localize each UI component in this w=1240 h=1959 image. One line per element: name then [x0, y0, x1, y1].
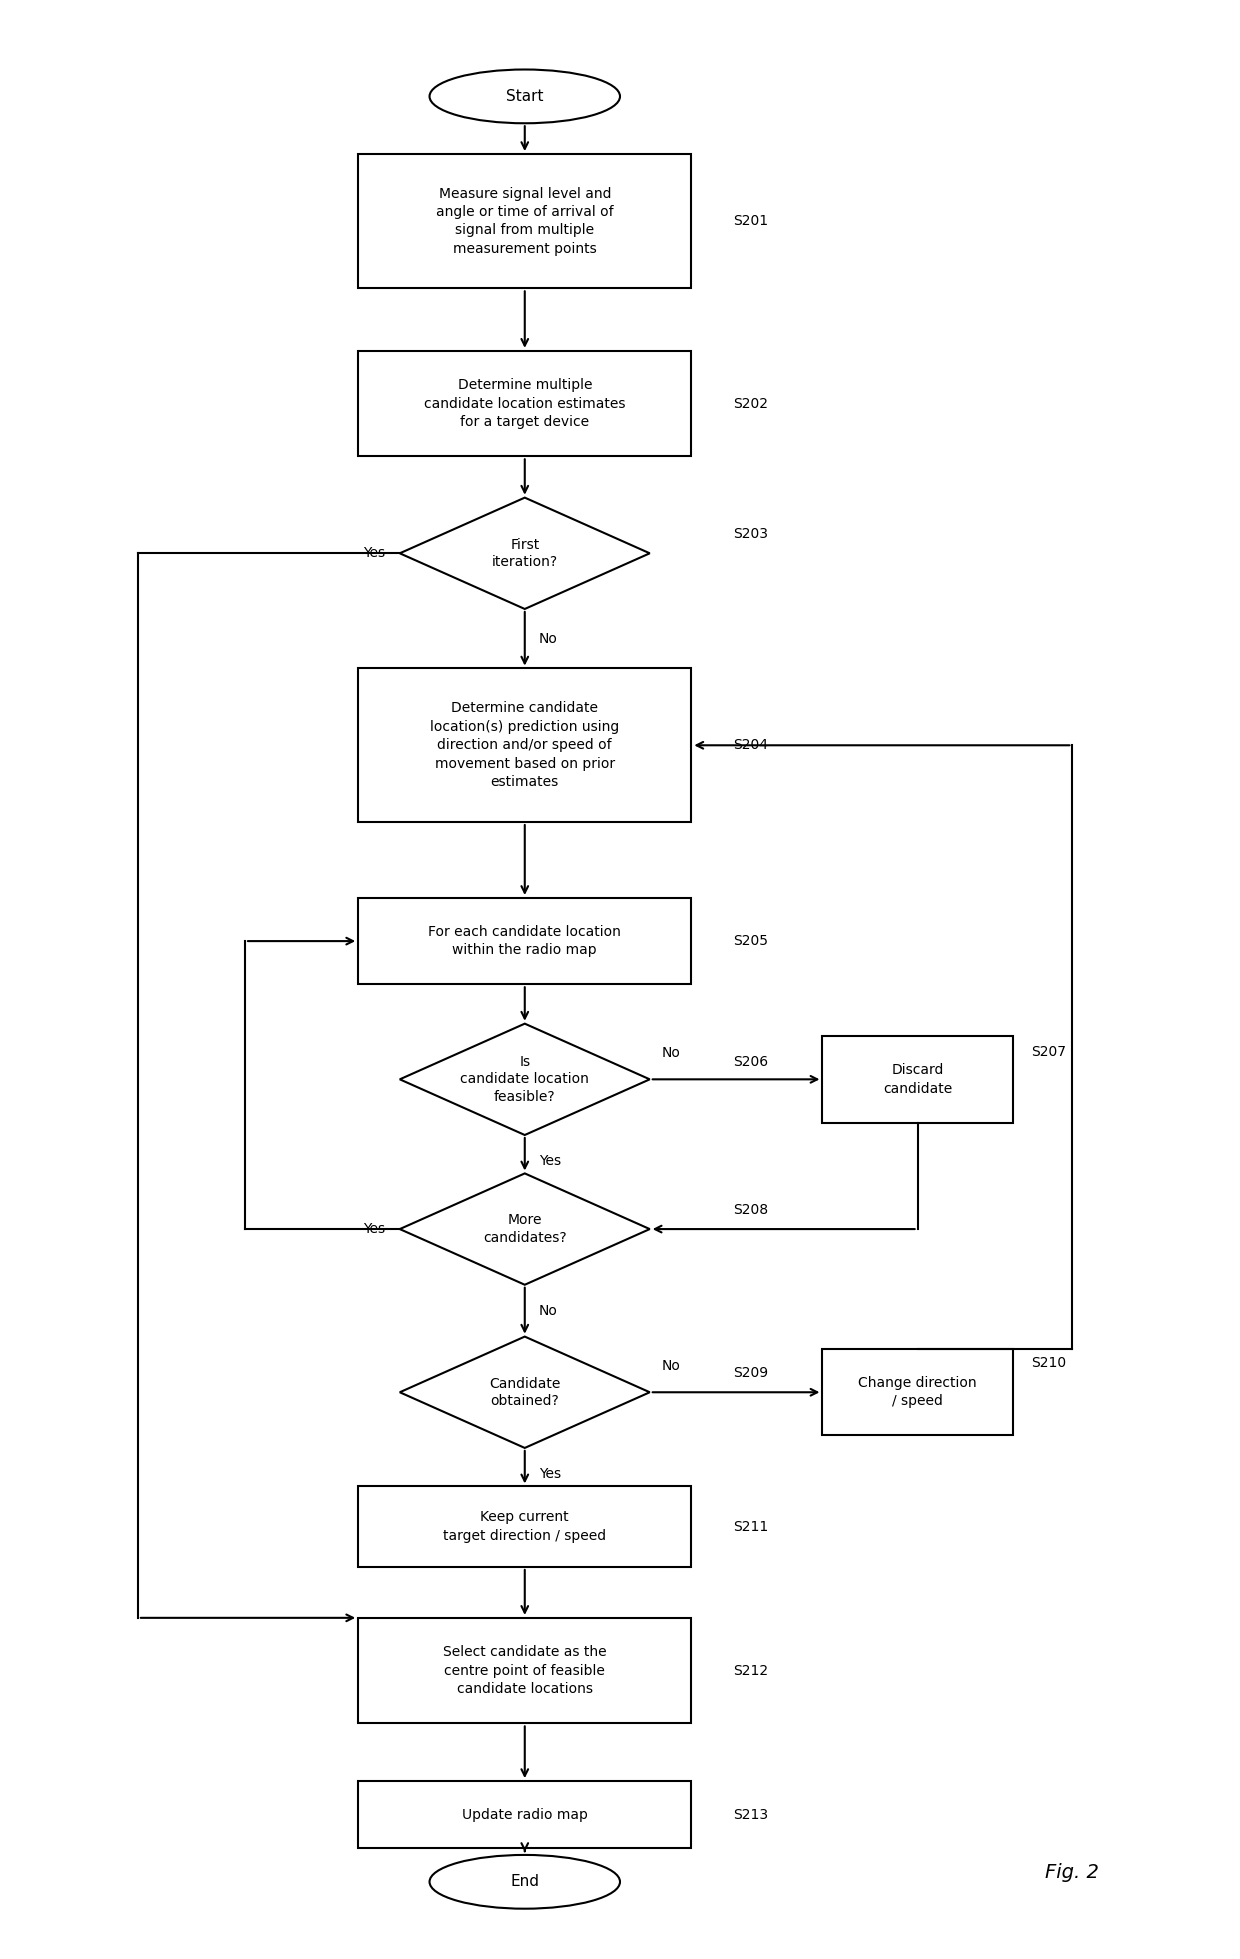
Text: S210: S210 — [1030, 1356, 1066, 1371]
Text: Change direction
/ speed: Change direction / speed — [858, 1375, 977, 1409]
Text: Yes: Yes — [363, 547, 386, 560]
Text: Is
candidate location
feasible?: Is candidate location feasible? — [460, 1056, 589, 1103]
Text: S207: S207 — [1030, 1046, 1065, 1060]
Text: Determine candidate
location(s) prediction using
direction and/or speed of
movem: Determine candidate location(s) predicti… — [430, 701, 620, 789]
Text: S211: S211 — [733, 1520, 769, 1534]
Text: Measure signal level and
angle or time of arrival of
signal from multiple
measur: Measure signal level and angle or time o… — [436, 186, 614, 257]
Text: End: End — [511, 1875, 539, 1888]
Text: Keep current
target direction / speed: Keep current target direction / speed — [443, 1510, 606, 1544]
Text: S202: S202 — [733, 396, 768, 411]
Bar — [822, 1036, 1013, 1123]
Text: First
iteration?: First iteration? — [492, 537, 558, 568]
Bar — [358, 668, 692, 823]
Text: S212: S212 — [733, 1663, 769, 1677]
Text: S209: S209 — [733, 1365, 769, 1379]
Text: S201: S201 — [733, 214, 769, 227]
Text: No: No — [662, 1046, 681, 1060]
Text: No: No — [539, 1305, 558, 1318]
Bar — [358, 351, 692, 456]
Text: Fig. 2: Fig. 2 — [1045, 1863, 1100, 1883]
Bar — [358, 155, 692, 288]
Text: S213: S213 — [733, 1808, 769, 1822]
Text: S205: S205 — [733, 934, 768, 948]
Text: Yes: Yes — [539, 1154, 562, 1168]
Text: S206: S206 — [733, 1056, 769, 1070]
Bar — [358, 897, 692, 983]
Bar — [358, 1487, 692, 1567]
Text: For each candidate location
within the radio map: For each candidate location within the r… — [428, 925, 621, 958]
Text: Determine multiple
candidate location estimates
for a target device: Determine multiple candidate location es… — [424, 378, 625, 429]
Text: S204: S204 — [733, 739, 768, 752]
Bar — [358, 1618, 692, 1724]
Text: Yes: Yes — [539, 1467, 562, 1481]
Text: No: No — [539, 633, 558, 646]
Text: Start: Start — [506, 88, 543, 104]
Text: S208: S208 — [733, 1203, 769, 1217]
Bar — [822, 1350, 1013, 1436]
Text: Discard
candidate: Discard candidate — [883, 1064, 952, 1095]
Text: Candidate
obtained?: Candidate obtained? — [489, 1377, 560, 1409]
Text: S203: S203 — [733, 527, 768, 541]
Text: More
candidates?: More candidates? — [482, 1213, 567, 1244]
Text: Select candidate as the
centre point of feasible
candidate locations: Select candidate as the centre point of … — [443, 1646, 606, 1696]
Text: No: No — [662, 1360, 681, 1373]
Text: Update radio map: Update radio map — [461, 1808, 588, 1822]
Text: Yes: Yes — [363, 1222, 386, 1236]
Bar — [358, 1781, 692, 1847]
